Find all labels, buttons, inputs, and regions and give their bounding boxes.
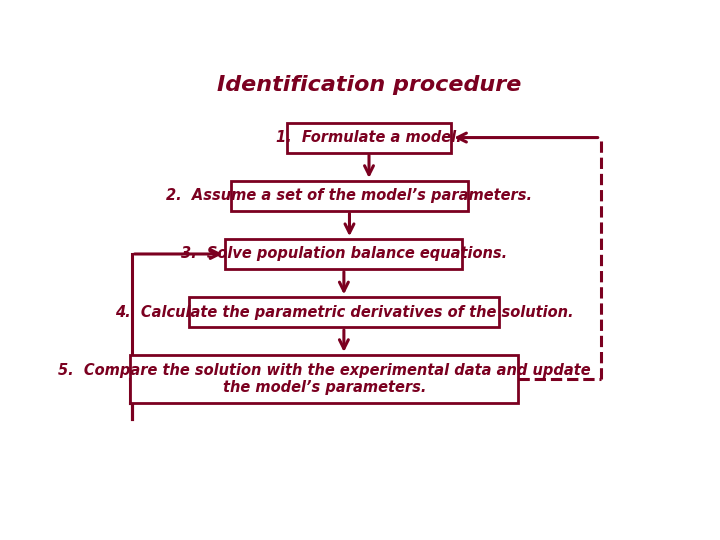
FancyBboxPatch shape: [225, 239, 462, 269]
Text: 3.  Solve population balance equations.: 3. Solve population balance equations.: [181, 246, 507, 261]
Text: 2.  Assume a set of the model’s parameters.: 2. Assume a set of the model’s parameter…: [166, 188, 533, 203]
Text: 4.  Calculate the parametric derivatives of the solution.: 4. Calculate the parametric derivatives …: [114, 305, 573, 320]
Text: 5.  Compare the solution with the experimental data and update
the model’s param: 5. Compare the solution with the experim…: [58, 362, 590, 395]
Text: Identification procedure: Identification procedure: [217, 75, 521, 94]
FancyBboxPatch shape: [231, 181, 468, 211]
FancyBboxPatch shape: [130, 355, 518, 403]
FancyBboxPatch shape: [189, 297, 499, 327]
Text: 1.  Formulate a model.: 1. Formulate a model.: [276, 130, 462, 145]
FancyBboxPatch shape: [287, 123, 451, 152]
